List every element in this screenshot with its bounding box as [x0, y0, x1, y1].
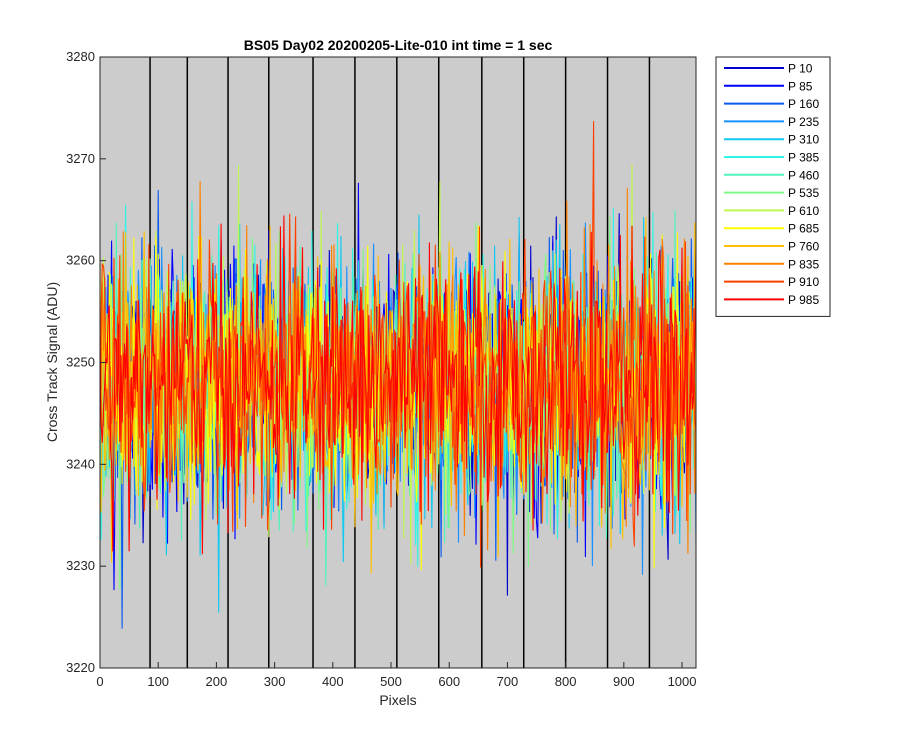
- x-tick-label: 200: [206, 674, 228, 689]
- y-tick-label: 3240: [66, 456, 95, 471]
- x-tick-label: 500: [380, 674, 402, 689]
- legend-label: P 535: [788, 186, 819, 200]
- legend-label: P 985: [788, 293, 819, 307]
- x-tick-label: 400: [322, 674, 344, 689]
- y-tick-label: 3220: [66, 660, 95, 675]
- legend-label: P 685: [788, 222, 819, 236]
- series-lines: [99, 121, 697, 629]
- legend: P 10 P 85 P 160 P 235 P 310 P 385 P 460 P 535 P …: [715, 56, 831, 317]
- legend-label: P 235: [788, 115, 819, 129]
- series-line: [99, 215, 697, 555]
- legend-label: P 610: [788, 204, 819, 218]
- legend-label: P 910: [788, 275, 819, 289]
- legend-label: P 835: [788, 257, 819, 271]
- legend-label: P 760: [788, 240, 819, 254]
- y-axis-ticks: 3220 3230 3240 3250 3260 3270 3280: [66, 49, 106, 675]
- x-axis-ticks: 0 100 200 300 400 500 600 700 800 900 1000: [96, 662, 696, 689]
- y-tick-label: 3270: [66, 151, 95, 166]
- legend-label: P 385: [788, 151, 819, 165]
- y-tick-label: 3280: [66, 49, 95, 64]
- chart-title: BS05 Day02 20200205-Lite-010 int time = …: [244, 37, 553, 53]
- legend-label: P 160: [788, 97, 819, 111]
- legend-label: P 85: [788, 79, 813, 93]
- x-tick-label: 0: [96, 674, 103, 689]
- series-line: [99, 180, 697, 554]
- legend-box: [715, 56, 831, 317]
- x-tick-label: 600: [438, 674, 460, 689]
- legend-label: P 10: [788, 62, 813, 76]
- x-tick-label: 100: [147, 674, 169, 689]
- legend-label: P 460: [788, 168, 819, 182]
- x-tick-label: 700: [497, 674, 519, 689]
- y-tick-label: 3250: [66, 355, 95, 370]
- x-tick-label: 800: [555, 674, 577, 689]
- legend-label: P 310: [788, 133, 819, 147]
- y-tick-label: 3230: [66, 558, 95, 573]
- x-tick-label: 900: [613, 674, 635, 689]
- x-tick-label: 300: [264, 674, 286, 689]
- x-tick-label: 1000: [668, 674, 697, 689]
- x-axis-label: Pixels: [379, 692, 416, 708]
- y-tick-label: 3260: [66, 253, 95, 268]
- y-axis-label: Cross Track Signal (ADU): [44, 282, 60, 442]
